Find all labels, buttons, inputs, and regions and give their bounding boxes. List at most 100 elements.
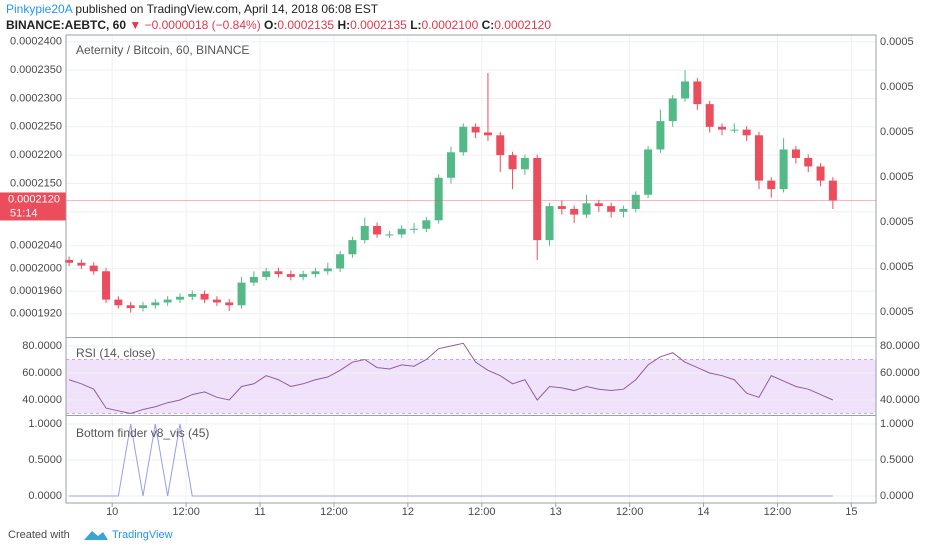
candle-body (471, 126, 480, 133)
candle-body (779, 149, 788, 190)
ohlc-h: 0.0002135 (350, 18, 407, 32)
candle-body (496, 135, 505, 156)
y-tick-label: 0.5000 (28, 454, 62, 466)
plot-border (65, 34, 877, 504)
candle-body (483, 132, 492, 136)
ohlc-o: 0.0002135 (277, 18, 334, 32)
y2-tick-label: 80.0000 (880, 340, 920, 352)
candle-body (373, 225, 382, 235)
y2-tick-label: 60.0000 (880, 367, 920, 379)
footer-text: Created with (8, 529, 70, 541)
published: published on TradingView.com, April 14, … (75, 2, 378, 16)
candle-body (705, 104, 714, 127)
indicator-line (68, 342, 834, 415)
footer-brand[interactable]: TradingView (112, 529, 173, 541)
candle-body (446, 152, 455, 178)
candle-body (348, 240, 357, 255)
candle-body (594, 203, 603, 207)
y-tick-label: 0.0001960 (10, 285, 62, 297)
candle-body (520, 157, 529, 170)
y-tick-label: 0.0002350 (10, 64, 62, 76)
change: −0.0000018 (−0.84%) (145, 18, 261, 32)
ohlc-o-label: O: (264, 18, 277, 32)
y2-tick-label: 0.0005 (880, 171, 914, 183)
y-tick-label: 40.0000 (22, 394, 62, 406)
grid-layer (66, 35, 876, 507)
y2-tick-label: 0.0005 (880, 126, 914, 138)
candle-body (545, 206, 554, 241)
candle-body (816, 166, 825, 181)
y2-tick-label: 40.0000 (880, 394, 920, 406)
frame (65, 34, 877, 504)
candle-body (65, 259, 74, 263)
candle-body (126, 305, 135, 309)
y2-tick-label: 0.0000 (880, 490, 914, 502)
logo (84, 531, 108, 540)
x-tick-label: 14 (697, 506, 709, 518)
candle-body (151, 302, 160, 306)
y-tick-label: 0.0001920 (10, 308, 62, 320)
x-tick-label: 12:00 (764, 506, 792, 518)
candle-body (138, 305, 147, 309)
candle-body (249, 276, 258, 283)
y-tick-label: 0.0002300 (10, 92, 62, 104)
candle-body (459, 126, 468, 153)
rsi-band (66, 359, 876, 414)
candle-body (77, 262, 86, 266)
y2-tick-label: 0.5000 (880, 454, 914, 466)
y2-tick-label: 0.0005 (880, 216, 914, 228)
x-tick-label: 12 (402, 506, 414, 518)
y-tick-label: 1.0000 (28, 418, 62, 430)
header-line: Pinkypie20A published on TradingView.com… (6, 2, 379, 16)
candle-body (607, 206, 616, 212)
candle-body (175, 296, 184, 300)
pane-title: Bottom finder v8_vis (45) (76, 426, 209, 440)
y-tick-label: 80.0000 (22, 340, 62, 352)
x-tick-label: 15 (845, 506, 857, 518)
candle-body (828, 180, 837, 201)
candle-body (644, 149, 653, 195)
y-tick-label: 0.0002200 (10, 149, 62, 161)
candle-body (791, 149, 800, 158)
y-tick-label: 0.0000 (28, 490, 62, 502)
candle-body (311, 271, 320, 275)
candle-body (286, 274, 295, 277)
candle-body (681, 81, 690, 99)
pane-title: RSI (14, close) (76, 346, 155, 360)
arrow: ▼ (129, 18, 141, 32)
candle-body (262, 271, 271, 277)
last-price-box (0, 192, 66, 221)
y2-tick-label: 0.0005 (880, 261, 914, 273)
candle-body (754, 135, 763, 181)
author[interactable]: Pinkypie20A (6, 2, 73, 16)
candle-body (163, 299, 172, 303)
indicator-line (69, 423, 833, 497)
candle-body (718, 126, 727, 130)
chart-title: Aeternity / Bitcoin, 60, BINANCE (76, 43, 249, 57)
candle-body (619, 208, 628, 212)
y-tick-label: 0.0002150 (10, 177, 62, 189)
ohlc-l-label: L: (410, 18, 421, 32)
y-tick-label: 0.0002040 (10, 240, 62, 252)
candle-body (570, 208, 579, 215)
y-tick-label: 60.0000 (22, 367, 62, 379)
candle-body (323, 268, 332, 272)
candle-body (385, 234, 394, 236)
symbol: BINANCE:AEBTC, 60 (6, 18, 126, 32)
candle-body (397, 228, 406, 235)
y-tick-label: 0.0002250 (10, 121, 62, 133)
candle-body (693, 81, 702, 105)
x-tick-label: 10 (106, 506, 118, 518)
x-tick-label: 12:00 (172, 506, 200, 518)
marks-layer: 10 12:00 11 12:00 12 12:00 13 12:00 14 12:00 15 0.0… (0, 36, 920, 518)
candle-body (188, 293, 197, 297)
candle-body (742, 129, 751, 136)
candle-body (299, 274, 308, 277)
y2-tick-label: 1.0000 (880, 418, 914, 430)
candle-body (422, 220, 431, 229)
candle-body (631, 194, 640, 209)
last-price-label: 0.0002120 (8, 193, 60, 205)
candle-body (533, 157, 542, 241)
candle-body (89, 265, 98, 272)
